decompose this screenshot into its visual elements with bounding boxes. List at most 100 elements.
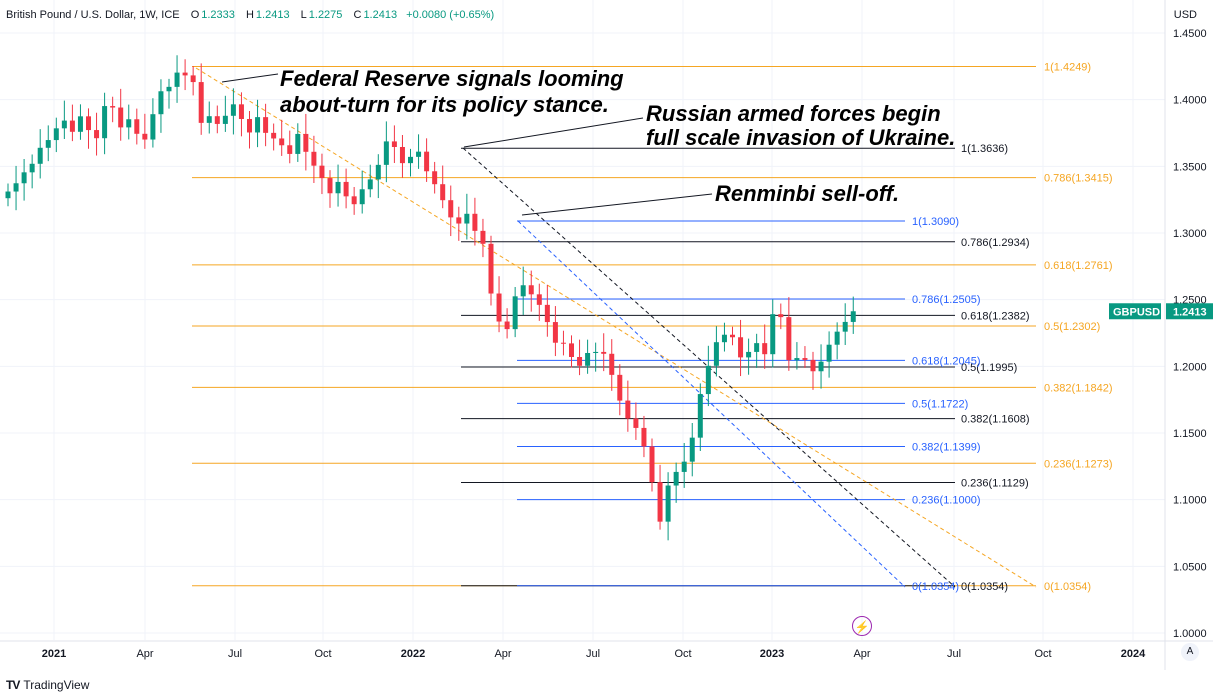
candle-body <box>762 343 768 355</box>
fib-orange-label: 1(1.4249) <box>1044 61 1091 73</box>
candle-body <box>601 351 607 354</box>
candle-body <box>255 117 261 133</box>
candle-body <box>69 120 75 132</box>
candle-body <box>375 164 381 180</box>
fib-black-label: 0.5(1.1995) <box>961 362 1017 374</box>
candle-body <box>770 314 776 355</box>
x-tick-label: Oct <box>314 648 331 660</box>
low-label: L <box>300 9 307 21</box>
candle-body <box>37 147 43 164</box>
open-label: O <box>190 9 200 21</box>
lightning-icon[interactable]: ⚡ <box>852 616 872 636</box>
candle-body <box>456 217 462 224</box>
candle-body <box>238 104 244 119</box>
candle-body <box>786 317 792 361</box>
candle-body <box>585 352 591 366</box>
fib-blue-label: 0.786(1.2505) <box>912 294 981 306</box>
close-value: 1.2413 <box>363 9 398 21</box>
candle-body <box>681 461 687 472</box>
candle-body <box>810 359 816 372</box>
candle-body <box>77 116 83 132</box>
candle-body <box>166 86 172 92</box>
candle-body <box>263 117 269 133</box>
close-label: C <box>353 9 362 21</box>
candle-body <box>53 128 59 141</box>
candle-body <box>818 361 824 372</box>
high-value: 1.2413 <box>255 9 290 21</box>
fib-blue-label: 0.5(1.1722) <box>912 398 968 410</box>
fib-blue-label: 0.236(1.1000) <box>912 495 981 507</box>
candle-body <box>142 133 148 140</box>
tradingview-mark-icon: TV <box>6 678 20 692</box>
candle-body <box>247 118 252 133</box>
last-price-text: 1.2413 <box>1173 306 1207 318</box>
symbol-title: British Pound / U.S. Dollar, 1W, ICE <box>6 9 180 21</box>
low-value: 1.2275 <box>308 9 343 21</box>
x-tick-label: Apr <box>853 648 870 660</box>
candle-body <box>842 321 848 332</box>
y-tick-label: 1.1000 <box>1173 495 1207 507</box>
axes: 1.45001.40001.35001.30001.25001.20001.15… <box>0 0 1213 670</box>
candle-body <box>536 294 542 305</box>
x-tick-label: Jul <box>228 648 242 660</box>
fib-blue-label: 0.382(1.1399) <box>912 441 981 453</box>
candle-body <box>713 342 719 366</box>
y-tick-label: 1.1500 <box>1173 428 1207 440</box>
candle-body <box>287 145 293 154</box>
candle-body <box>826 344 832 362</box>
candle-body <box>383 141 389 165</box>
blue-trend <box>517 220 906 588</box>
fib-orange-label: 0.618(1.2761) <box>1044 260 1113 272</box>
tradingview-logo[interactable]: TV TradingView <box>6 678 89 692</box>
candle-body <box>158 91 164 115</box>
candlesticks <box>5 55 856 541</box>
candle-body <box>150 114 156 140</box>
chart-legend: British Pound / U.S. Dollar, 1W, ICE O 1.… <box>6 9 494 21</box>
candle-body <box>593 351 599 353</box>
symbol-tag <box>1109 303 1161 320</box>
candle-body <box>778 314 784 318</box>
grid <box>0 0 1165 640</box>
annotation-renminbi: Renminbi sell-off. <box>715 181 899 206</box>
x-tick-label: 2023 <box>760 648 784 660</box>
candle-body <box>21 172 27 184</box>
fib-orange-label: 0.236(1.1273) <box>1044 458 1113 470</box>
candle-body <box>552 322 558 343</box>
candle-body <box>834 331 840 345</box>
auto-scale-button[interactable]: A <box>1181 643 1199 661</box>
x-tick-label: Apr <box>136 648 153 660</box>
x-tick-label: 2024 <box>1121 648 1146 660</box>
symbol-tag-text: GBPUSD <box>1113 306 1160 318</box>
y-tick-label: 1.0000 <box>1173 628 1207 640</box>
fib-black-label: 0.786(1.2934) <box>961 237 1030 249</box>
candle-body <box>134 119 140 134</box>
candle-body <box>424 151 430 172</box>
x-tick-label: 2022 <box>401 648 425 660</box>
x-tick-label: Oct <box>674 648 691 660</box>
high-label: H <box>245 9 254 21</box>
candle-body <box>222 115 228 124</box>
fib-black-label: 0.382(1.1608) <box>961 414 1030 426</box>
candle-body <box>496 293 502 322</box>
open-value: 1.2333 <box>201 9 235 21</box>
candle-body <box>544 304 550 323</box>
candle-body <box>697 394 703 438</box>
candle-body <box>569 343 574 357</box>
candle-body <box>746 351 752 358</box>
fib-black-label: 0.236(1.1129) <box>961 477 1029 489</box>
candle-body <box>472 213 478 231</box>
candle-body <box>13 183 19 192</box>
tradingview-brand: TradingView <box>23 678 90 692</box>
candle-body <box>560 342 566 344</box>
candle-body <box>480 230 486 244</box>
candle-body <box>448 200 454 218</box>
candle-body <box>577 356 583 366</box>
candle-body <box>319 165 325 179</box>
candle-body <box>528 285 534 295</box>
annotation-pointer <box>521 193 713 216</box>
candle-body <box>399 146 405 164</box>
candle-body <box>850 311 856 322</box>
candle-body <box>464 213 470 224</box>
y-tick-label: 1.2000 <box>1173 361 1207 373</box>
